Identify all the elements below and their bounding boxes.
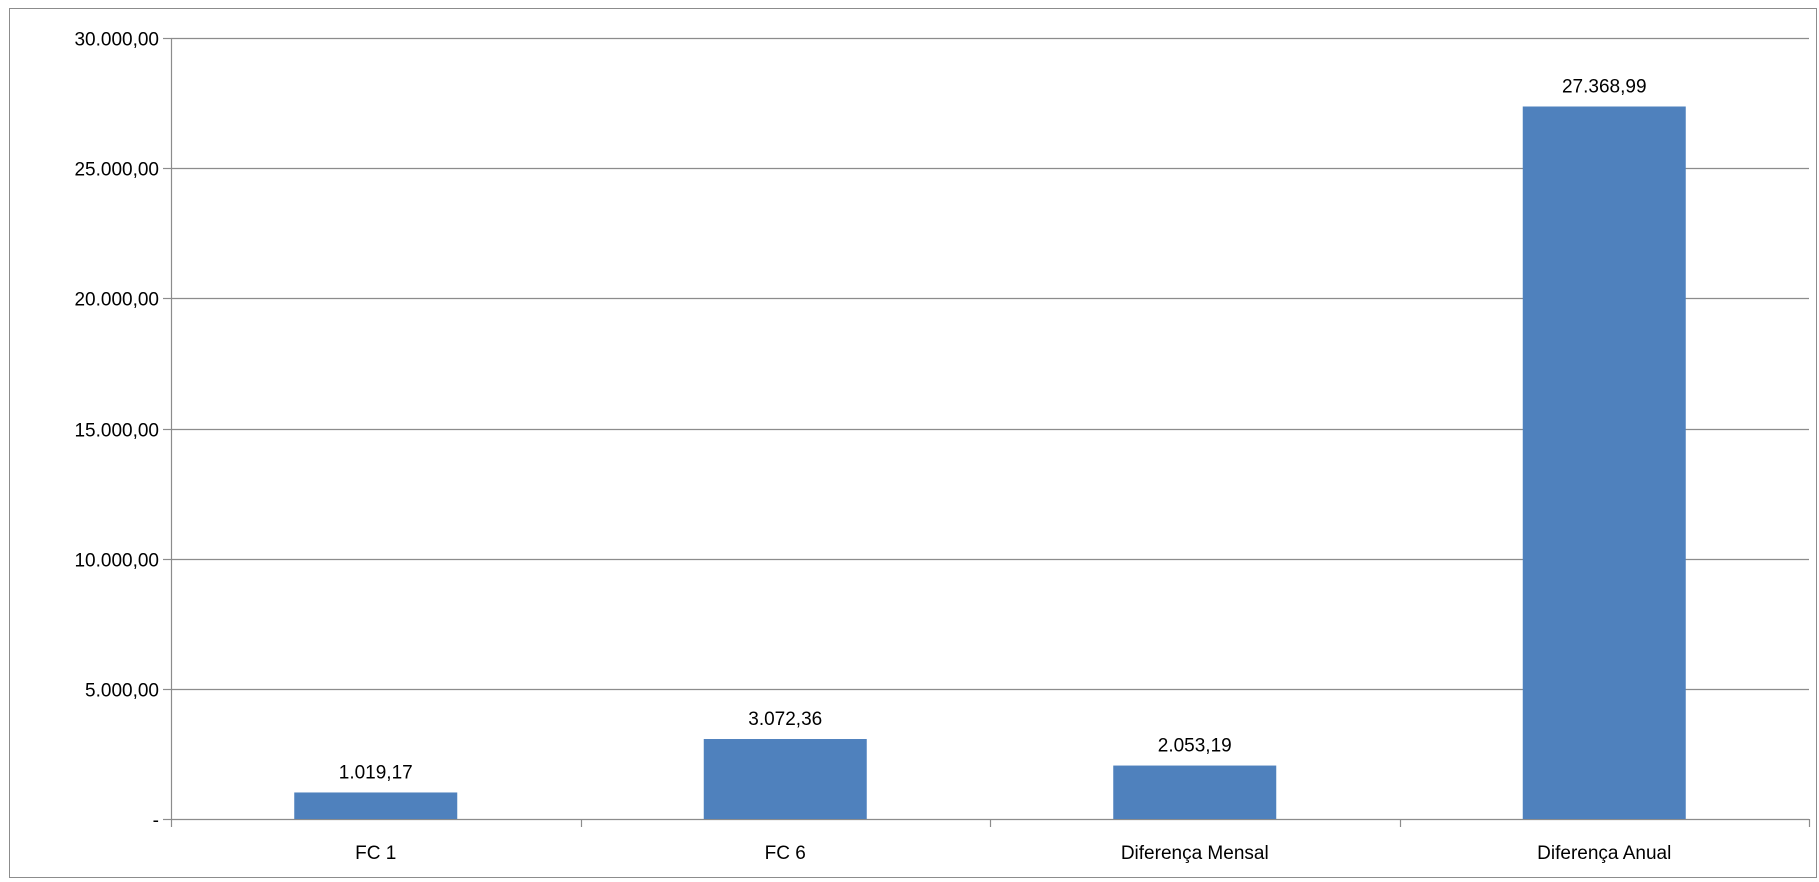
data-label-0: 1.019,17 [339, 762, 413, 783]
bar-2 [1113, 765, 1277, 819]
data-label-2: 2.053,19 [1158, 736, 1232, 757]
bar-3 [1522, 106, 1686, 819]
y-tick-label-5: 25.000,00 [74, 160, 159, 181]
y-tick-label-2: 10.000,00 [74, 551, 159, 572]
y-tick-label-0: - [153, 811, 159, 832]
x-tick-label-1: FC 6 [765, 843, 806, 864]
y-tick-label-4: 20.000,00 [74, 290, 159, 311]
x-tick-label-3: Diferença Anual [1537, 843, 1671, 864]
bar-0 [294, 792, 458, 819]
y-tick-label-6: 30.000,00 [74, 30, 159, 51]
y-tick-label-1: 5.000,00 [85, 681, 159, 702]
x-tick-label-2: Diferença Mensal [1121, 843, 1269, 864]
data-label-1: 3.072,36 [748, 709, 822, 730]
x-tick-label-0: FC 1 [355, 843, 396, 864]
chart-frame [9, 8, 1817, 878]
bar-1 [703, 739, 867, 819]
y-tick-label-3: 15.000,00 [74, 421, 159, 442]
data-label-3: 27.368,99 [1562, 76, 1647, 97]
